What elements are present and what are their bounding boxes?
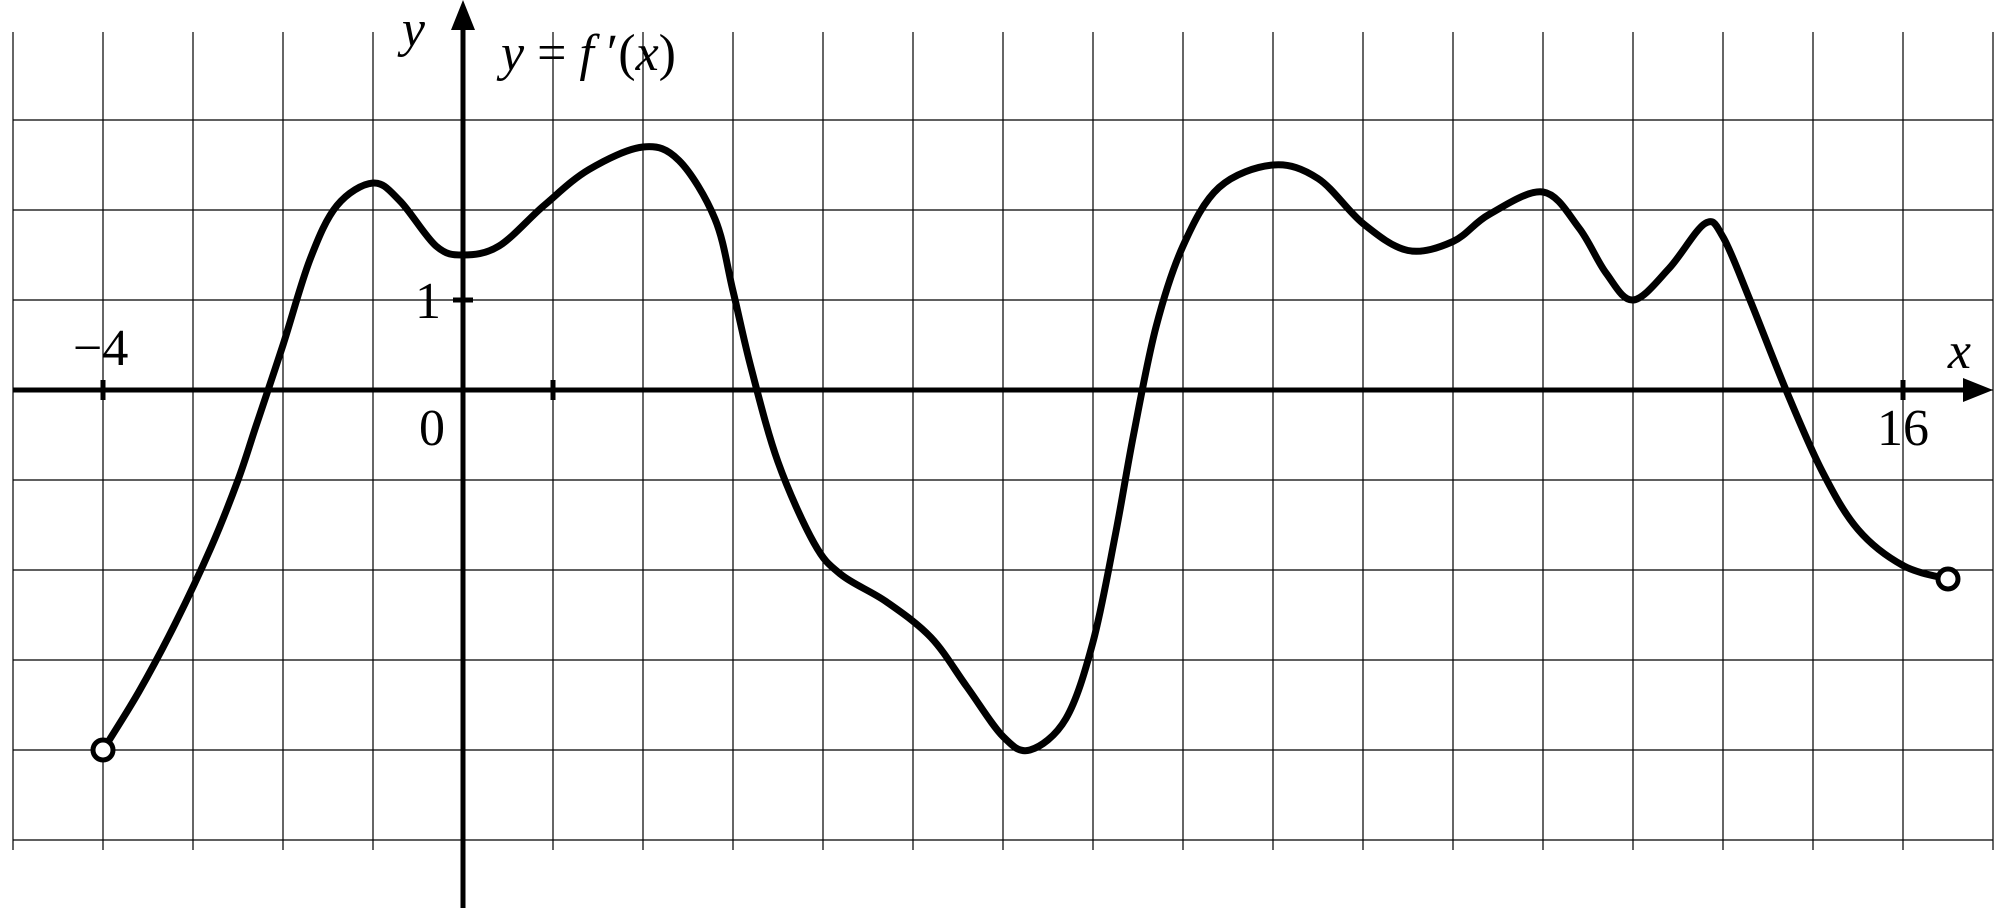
tick-label: 1 xyxy=(415,273,441,330)
derivative-graph-chart: y x 0 y = f ′(x) −4 1 16 xyxy=(0,0,2000,914)
tick-label: −4 xyxy=(73,320,128,377)
x-axis-label: x xyxy=(1947,323,1971,380)
chart-svg: y x 0 y = f ′(x) −4 1 16 xyxy=(0,0,2000,914)
origin-label: 0 xyxy=(419,400,445,457)
grid xyxy=(13,32,1993,850)
tick-label: 16 xyxy=(1877,400,1929,457)
chart-title: y = f ′(x) xyxy=(496,25,676,82)
y-axis-label: y xyxy=(397,1,426,58)
